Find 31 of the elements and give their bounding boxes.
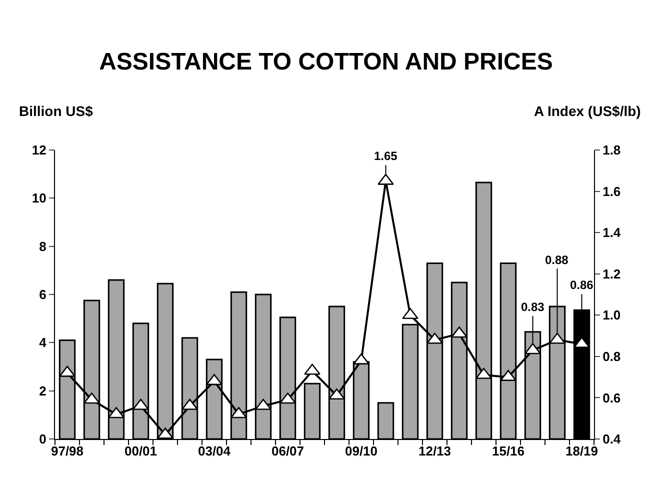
y-tick-label: 4 — [39, 335, 48, 350]
x-tick-label: 06/07 — [271, 444, 304, 459]
data-label: 0.83 — [521, 300, 545, 314]
y2-tick-label: 0.8 — [602, 348, 621, 364]
y2-tick-label: 1.4 — [602, 225, 622, 240]
y-tick-label: 8 — [39, 238, 46, 254]
chart-title: ASSISTANCE TO COTTON AND PRICES — [99, 48, 553, 76]
point — [402, 308, 418, 320]
x-tick-label: 15/16 — [492, 444, 525, 459]
y-tick-label: 0 — [39, 432, 46, 447]
x-tick-label: 18/19 — [565, 444, 598, 459]
y-tick-label: 2 — [39, 383, 46, 398]
y2-tick-label: 1.0 — [602, 308, 621, 323]
x-tick-label: 00/01 — [124, 444, 158, 459]
x-tick-label: 09/10 — [344, 444, 378, 459]
y2-tick-label: 0.6 — [602, 390, 621, 406]
y-tick-label: 6 — [39, 287, 46, 302]
y-axis-title: Billion US$ — [19, 103, 94, 119]
y2-tick-label: 0.4 — [602, 432, 622, 447]
y-tick-label: 10 — [32, 190, 46, 206]
x-tick-label: 03/04 — [198, 444, 232, 459]
y2-tick-label: 1.2 — [602, 266, 621, 282]
data-label: 1.65 — [374, 149, 398, 163]
y-tick-label: 12 — [32, 142, 46, 158]
y2-axis-title: A Index (US$/lb) — [534, 103, 641, 119]
y2-tick-label: 1.8 — [602, 142, 621, 158]
data-label: 0.88 — [545, 253, 569, 267]
y2-tick-label: 1.6 — [602, 184, 621, 199]
x-tick-label: 97/98 — [50, 444, 84, 459]
data-label: 0.86 — [570, 278, 594, 292]
x-tick-label: 12/13 — [418, 444, 452, 459]
